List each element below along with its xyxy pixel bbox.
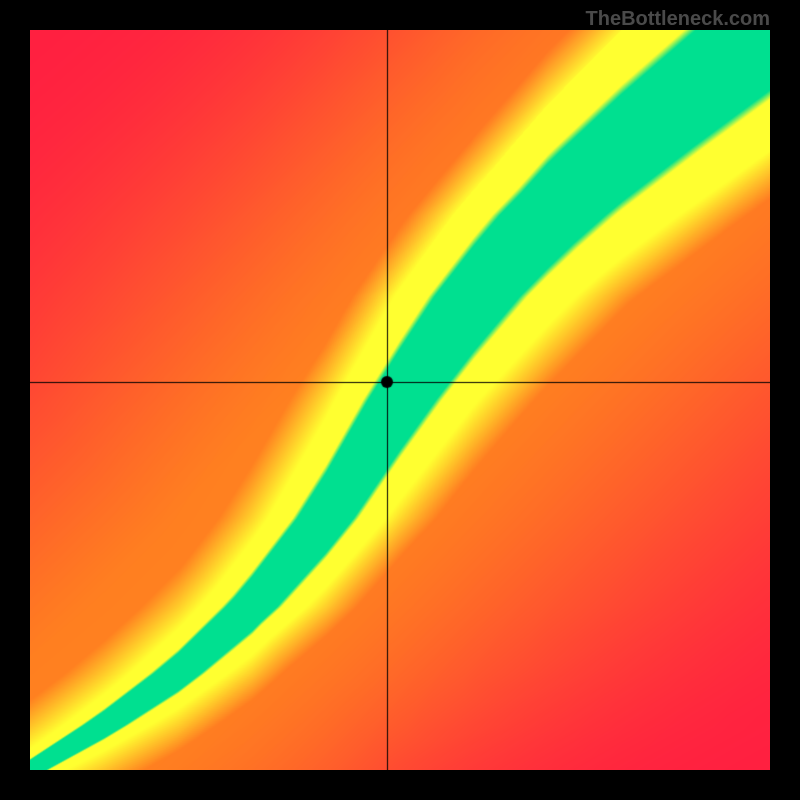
bottleneck-heatmap (30, 30, 770, 770)
watermark-text: TheBottleneck.com (586, 8, 770, 31)
chart-container: TheBottleneck.com (0, 0, 800, 800)
